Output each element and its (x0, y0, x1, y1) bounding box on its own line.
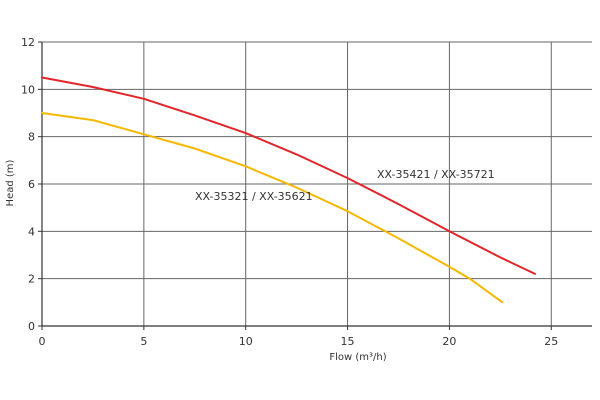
x-tick-label: 5 (140, 335, 147, 348)
series-line-0 (41, 76, 536, 275)
x-tick-label: 20 (442, 335, 456, 348)
x-tick-label: 0 (39, 335, 46, 348)
x-tick-label: 10 (239, 335, 253, 348)
y-tick-label: 8 (28, 131, 35, 144)
y-tick-label: 12 (21, 36, 35, 49)
x-tick-label: 15 (341, 335, 355, 348)
y-axis-label: Head (m) (5, 159, 16, 206)
grid (42, 41, 592, 326)
series-label-yellow: XX-35321 / XX-35621 (195, 190, 313, 203)
y-tick-labels: 0 2 4 6 8 10 12 (21, 36, 42, 333)
y-tick-label: 0 (28, 320, 35, 333)
series-label-red: XX-35421 / XX-35721 (377, 168, 495, 181)
y-tick-label: 2 (28, 273, 35, 286)
series-lines (41, 76, 536, 304)
y-tick-label: 4 (28, 225, 35, 238)
x-tick-labels: 0 5 10 15 20 25 (39, 326, 558, 348)
y-tick-label: 6 (28, 178, 35, 191)
series-line-1 (41, 112, 504, 304)
x-axis-label: Flow (m³/h) (329, 352, 386, 363)
x-tick-label: 25 (544, 335, 558, 348)
y-tick-label: 10 (21, 83, 35, 96)
